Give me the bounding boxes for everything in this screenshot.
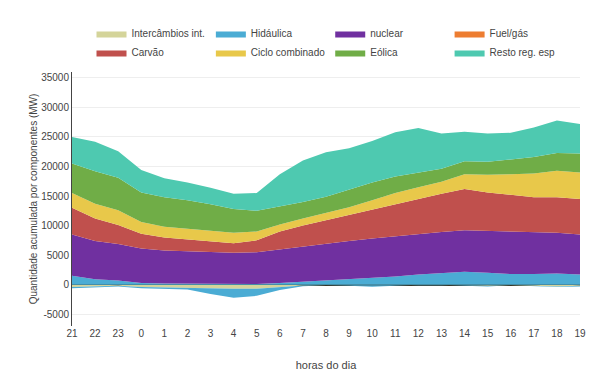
svg-text:16: 16 (505, 328, 517, 339)
svg-text:horas do dia: horas do dia (296, 359, 357, 371)
svg-text:30000: 30000 (41, 102, 69, 113)
svg-text:2: 2 (185, 328, 191, 339)
svg-text:19: 19 (574, 328, 586, 339)
svg-text:Resto reg. esp: Resto reg. esp (490, 47, 555, 58)
svg-text:Hidáulica: Hidáulica (251, 28, 293, 39)
svg-text:11: 11 (390, 328, 401, 339)
svg-text:17: 17 (528, 328, 540, 339)
svg-text:12: 12 (413, 328, 425, 339)
svg-text:10000: 10000 (41, 220, 69, 231)
svg-text:1: 1 (162, 328, 168, 339)
svg-text:Fuel/gás: Fuel/gás (490, 28, 528, 39)
svg-text:Ciclo combinado: Ciclo combinado (251, 47, 325, 58)
svg-text:6: 6 (277, 328, 283, 339)
svg-text:5: 5 (254, 328, 260, 339)
svg-text:0: 0 (63, 279, 69, 290)
svg-text:Eólica: Eólica (370, 47, 398, 58)
svg-text:25000: 25000 (41, 131, 69, 142)
svg-text:Quantidade acumulada por compo: Quantidade acumulada por componentes (MW… (28, 94, 39, 305)
svg-text:20000: 20000 (41, 161, 69, 172)
svg-text:10: 10 (367, 328, 379, 339)
svg-text:0: 0 (138, 328, 144, 339)
svg-text:9: 9 (346, 328, 352, 339)
svg-text:7: 7 (300, 328, 306, 339)
svg-text:Carvão: Carvão (132, 47, 165, 58)
svg-text:Intercâmbios int.: Intercâmbios int. (132, 28, 205, 39)
svg-text:35000: 35000 (41, 72, 69, 83)
svg-text:18: 18 (551, 328, 563, 339)
svg-text:13: 13 (436, 328, 448, 339)
svg-text:4: 4 (231, 328, 237, 339)
svg-text:15000: 15000 (41, 191, 69, 202)
svg-text:15: 15 (482, 328, 494, 339)
svg-text:-5000: -5000 (43, 309, 69, 320)
svg-text:21: 21 (66, 328, 78, 339)
svg-text:23: 23 (113, 328, 125, 339)
svg-text:nuclear: nuclear (370, 28, 403, 39)
svg-text:8: 8 (323, 328, 329, 339)
svg-text:22: 22 (90, 328, 102, 339)
svg-text:3: 3 (208, 328, 214, 339)
svg-text:14: 14 (459, 328, 471, 339)
svg-text:5000: 5000 (47, 250, 70, 261)
